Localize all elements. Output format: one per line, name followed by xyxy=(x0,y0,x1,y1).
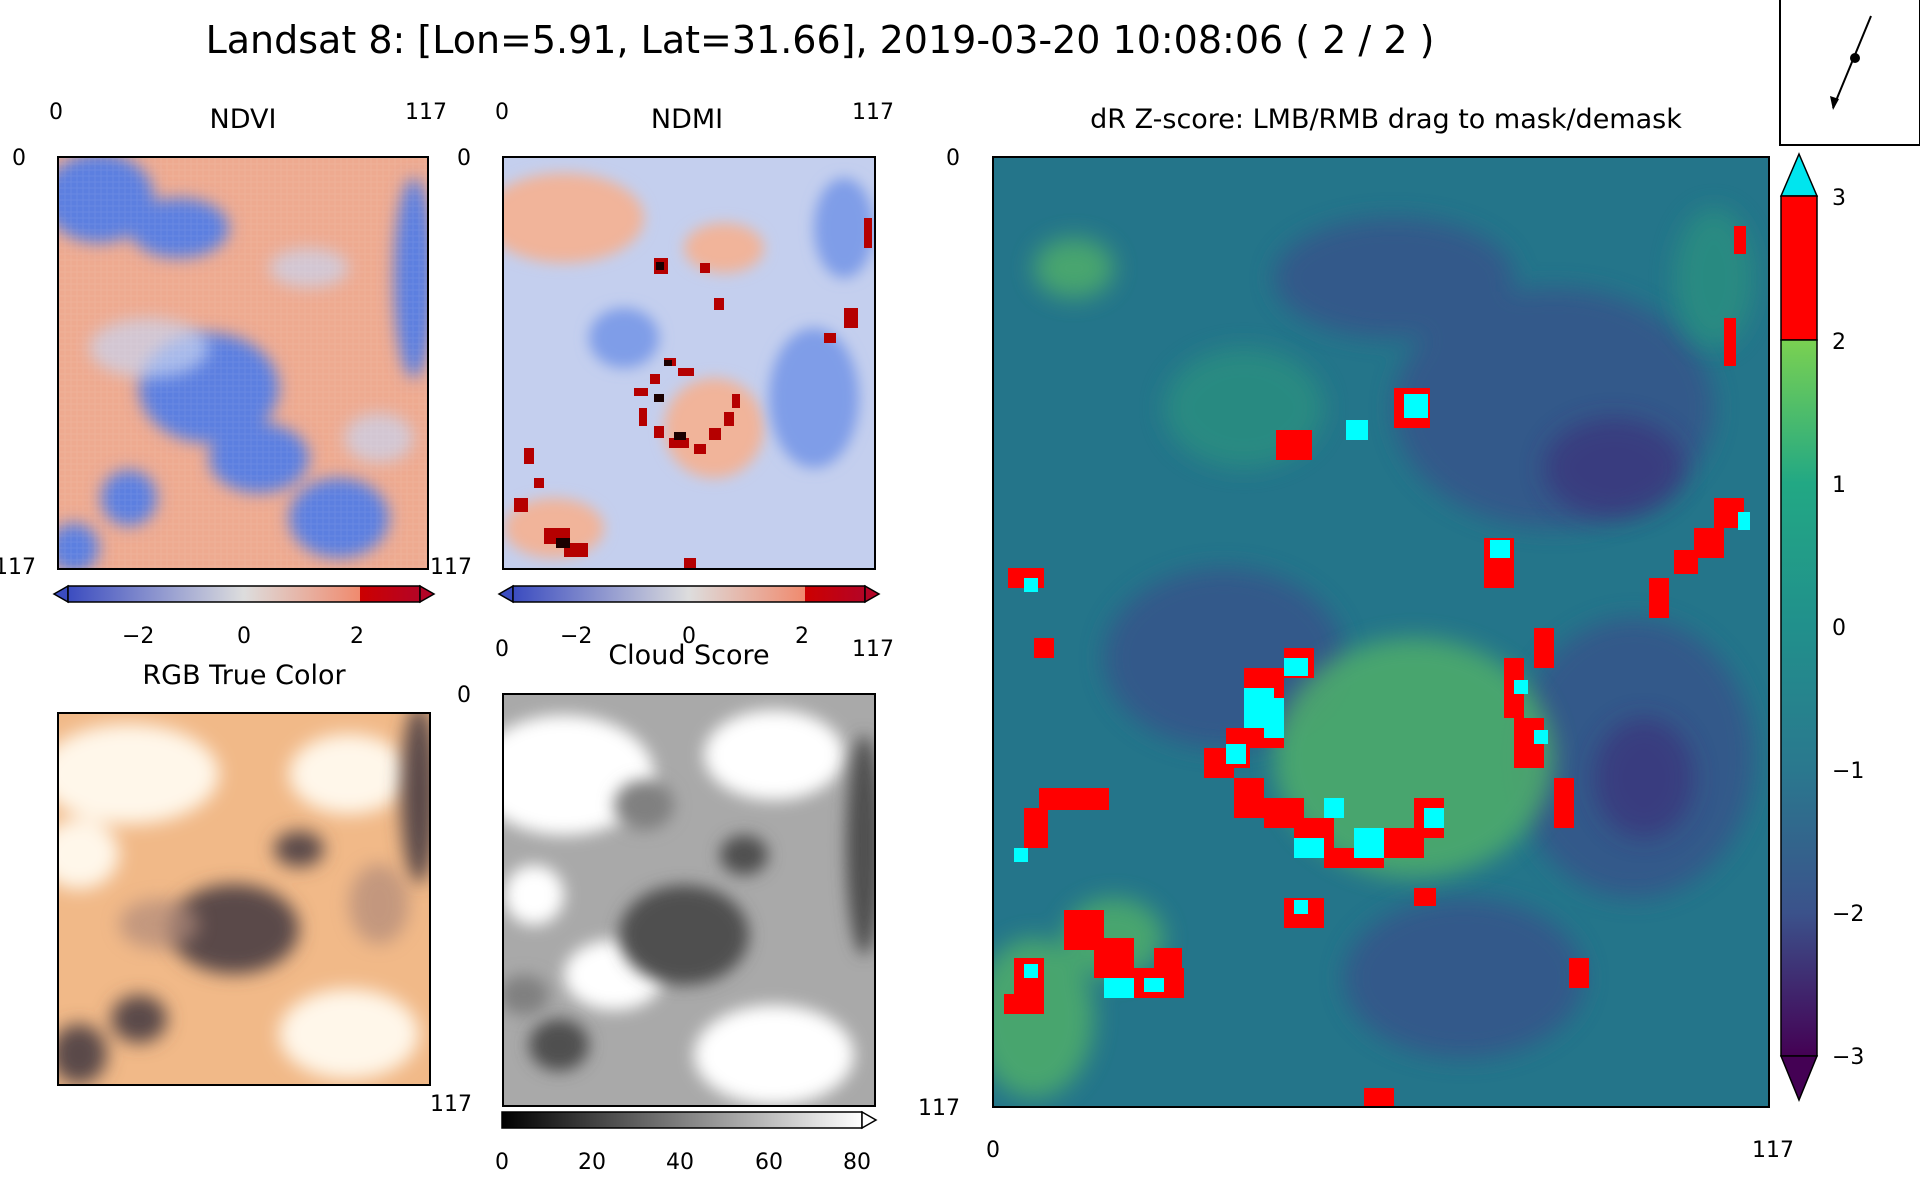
ndmi-ytick-117: 117 xyxy=(430,555,472,580)
cloud-xtick-117: 117 xyxy=(852,637,894,662)
ndmi-image[interactable] xyxy=(502,156,876,570)
ndmi-colorbar xyxy=(497,584,881,604)
ndvi-cbar-tick-neg2: −2 xyxy=(122,624,155,649)
ndvi-ytick-0: 0 xyxy=(12,146,26,171)
cloud-cbar-tick-0: 0 xyxy=(495,1150,509,1175)
cloud-ytick-0: 0 xyxy=(457,683,471,708)
ndvi-image[interactable] xyxy=(57,156,429,570)
ndvi-cbar-tick-2: 2 xyxy=(350,624,364,649)
cloud-title: Cloud Score xyxy=(608,640,770,671)
ndvi-colorbar xyxy=(52,584,436,604)
figure-title: Landsat 8: [Lon=5.91, Lat=31.66], 2019-0… xyxy=(205,18,1435,62)
rgb-image[interactable] xyxy=(57,712,431,1086)
zscore-cbar-tick-neg2: −2 xyxy=(1832,902,1865,927)
zscore-cbar-tick-neg3: −3 xyxy=(1832,1045,1865,1070)
cloud-xtick-0: 0 xyxy=(495,637,509,662)
zscore-image[interactable] xyxy=(992,156,1770,1108)
cloud-cbar-tick-20: 20 xyxy=(578,1150,606,1175)
zscore-cbar-tick-2: 2 xyxy=(1832,330,1846,355)
zscore-xtick-0: 0 xyxy=(986,1138,1000,1163)
ndvi-cbar-tick-0: 0 xyxy=(237,624,251,649)
zscore-cbar-tick-1: 1 xyxy=(1832,473,1846,498)
ndvi-xtick-0: 0 xyxy=(49,100,63,125)
cloud-cbar-tick-80: 80 xyxy=(843,1150,871,1175)
rgb-title: RGB True Color xyxy=(142,660,346,691)
ndmi-cbar-tick-neg2: −2 xyxy=(560,624,593,649)
cloud-image[interactable] xyxy=(502,693,876,1107)
ndmi-cbar-tick-2: 2 xyxy=(795,624,809,649)
zscore-cbar-tick-neg1: −1 xyxy=(1832,759,1865,784)
cloud-ytick-117: 117 xyxy=(430,1092,472,1117)
ndmi-ytick-0: 0 xyxy=(457,146,471,171)
ndvi-title: NDVI xyxy=(209,104,277,135)
cloud-colorbar xyxy=(500,1110,880,1130)
ndmi-title: NDMI xyxy=(650,104,724,135)
cloud-cbar-tick-40: 40 xyxy=(666,1150,694,1175)
zscore-ytick-117: 117 xyxy=(918,1096,960,1121)
zscore-cbar-tick-0: 0 xyxy=(1832,616,1846,641)
north-arrow-icon xyxy=(1830,15,1872,110)
ndmi-cbar-tick-0: 0 xyxy=(682,624,696,649)
zscore-colorbar xyxy=(1777,152,1821,1112)
zscore-title: dR Z-score: LMB/RMB drag to mask/demask xyxy=(1090,104,1682,135)
ndvi-xtick-117: 117 xyxy=(405,100,447,125)
zscore-ytick-0: 0 xyxy=(946,146,960,171)
zscore-cbar-tick-3: 3 xyxy=(1832,186,1846,211)
cloud-cbar-tick-60: 60 xyxy=(755,1150,783,1175)
compass-box xyxy=(1779,0,1920,146)
zscore-xtick-117: 117 xyxy=(1752,1138,1794,1163)
ndmi-xtick-117: 117 xyxy=(852,100,894,125)
ndmi-xtick-0: 0 xyxy=(495,100,509,125)
ndvi-ytick-117: 117 xyxy=(0,555,36,580)
